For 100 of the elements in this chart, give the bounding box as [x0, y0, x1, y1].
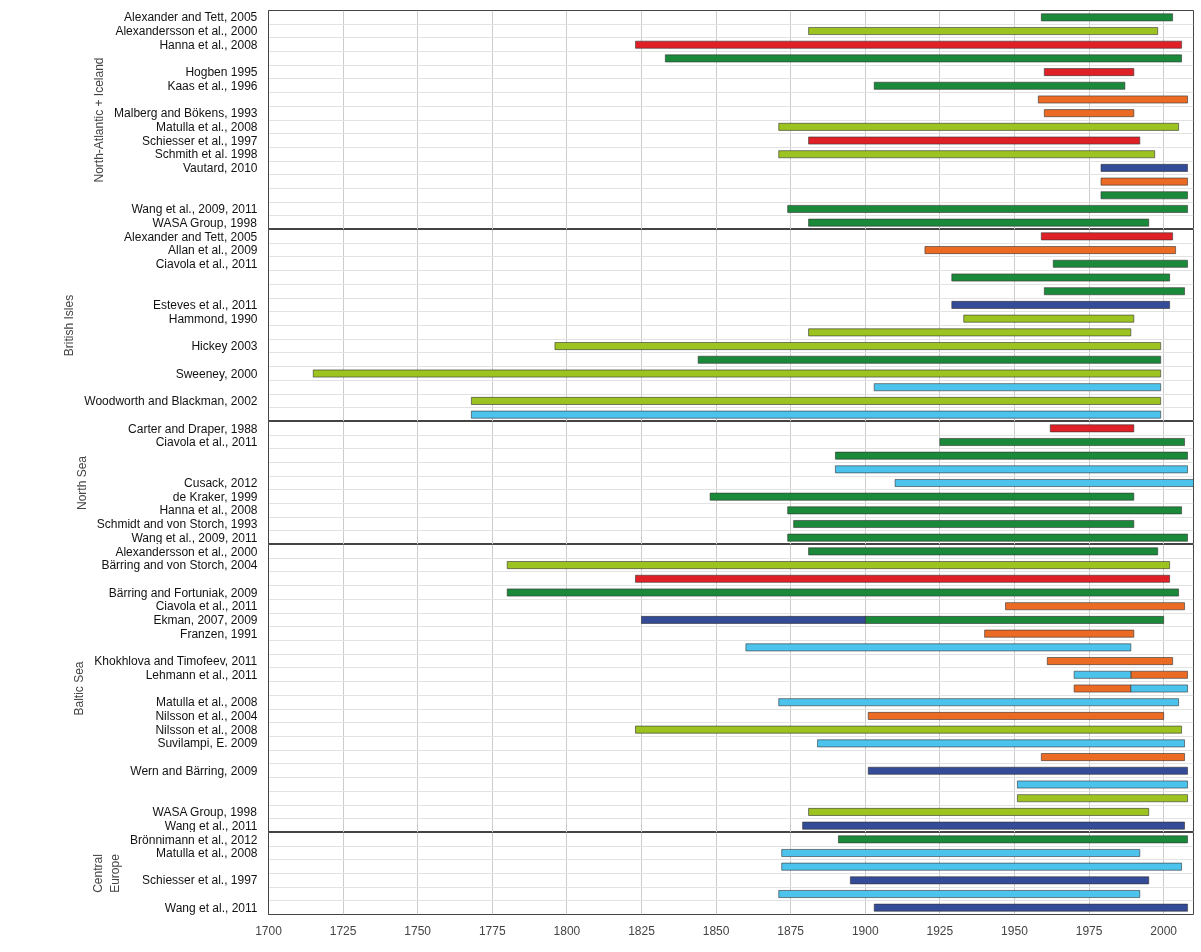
y-tick-label: Hogben 1995 [185, 65, 258, 80]
y-tick-label: Franzen, 1991 [180, 626, 258, 641]
bar [1005, 602, 1185, 611]
x-tick-label: 1900 [851, 923, 879, 938]
bar [778, 698, 1179, 707]
bar [873, 903, 1188, 912]
y-axis-title: British Isles [62, 294, 77, 357]
x-tick-label: 1700 [255, 923, 283, 938]
bar [1038, 95, 1188, 104]
x-tick-label: 1975 [1075, 923, 1103, 938]
x-tick-label: 1925 [926, 923, 954, 938]
y-tick-label: Hickey 2003 [191, 339, 258, 354]
bar [1100, 164, 1188, 172]
y-tick-label: Alexandersson et al., 2000 [115, 24, 258, 39]
bar [873, 383, 1161, 392]
y-tick-label: Hammond, 1990 [168, 311, 258, 326]
bar [808, 136, 1141, 145]
bar [963, 314, 1135, 323]
x-tick-label: 1950 [1001, 923, 1029, 938]
y-tick-label: Khokhlova and Timofeev, 2011 [94, 654, 258, 669]
y-tick-label: Sweeney, 2000 [175, 366, 258, 381]
y-tick-label: Allan et al., 2009 [168, 243, 258, 258]
bar [802, 821, 1185, 830]
y-tick-label: Schiesser et al., 1997 [142, 133, 258, 148]
x-tick-label: 2000 [1150, 923, 1178, 938]
y-tick-label: Wang et al., 2011 [164, 900, 258, 915]
y-tick-label: Matulla et al., 2008 [156, 846, 258, 860]
bar [1041, 753, 1185, 761]
bar [554, 342, 1161, 350]
y-tick-label: Alexandersson et al., 2000 [115, 544, 258, 559]
bar [835, 465, 1188, 474]
y-tick-label: WASA Group, 1998 [152, 215, 258, 230]
y-tick-label: Kaas et al., 1996 [167, 78, 258, 93]
bar [1041, 13, 1173, 22]
bar [312, 369, 1161, 378]
bar [1100, 177, 1188, 186]
x-tick-label: 1775 [478, 923, 506, 938]
y-tick-label: Schmith et al. 1998 [154, 147, 258, 162]
bar [781, 862, 1182, 871]
y-tick-label: WASA Group, 1998 [152, 804, 258, 819]
y-tick-label: Alexander and Tett, 2005 [124, 229, 258, 244]
bar [787, 506, 1182, 515]
y-tick-label: Malberg and Bökens, 1993 [114, 106, 258, 121]
y-tick-label: Ciavola et al., 2011 [155, 256, 258, 271]
bar [867, 766, 1188, 775]
y-tick-label: Wang et al., 2009, 2011 [131, 530, 258, 545]
y-tick-label: Matulla et al., 2008 [156, 119, 258, 134]
bar [808, 808, 1150, 816]
bar [1044, 68, 1135, 76]
bar [635, 40, 1182, 49]
y-tick-label: Ekman, 2007, 2009 [153, 612, 258, 627]
y-tick-label: Wang et al., 2011 [164, 818, 258, 833]
bar [1100, 191, 1188, 200]
bar [787, 205, 1188, 213]
y-axis-title: North Sea [74, 455, 89, 511]
y-tick-label: Wern and Bärring, 2009 [130, 763, 258, 778]
bar [867, 712, 1164, 720]
y-tick-label: Brönnimann et al., 2012 [130, 832, 258, 847]
bar [787, 533, 1188, 542]
bar [471, 410, 1161, 419]
y-tick-label: Bärring and Fortuniak, 2009 [108, 585, 258, 600]
bar [1044, 109, 1135, 118]
y-tick-label: Alexander and Tett, 2005 [124, 10, 258, 25]
y-tick-label: Woodworth and Blackman, 2002 [84, 393, 258, 408]
y-tick-label: Nilsson et al., 2004 [155, 708, 258, 723]
x-tick-label: 1725 [329, 923, 357, 938]
bar [951, 301, 1170, 309]
bar [635, 574, 1170, 583]
y-tick-label: Esteves et al., 2011 [152, 297, 258, 312]
bar [873, 81, 1126, 90]
bar [835, 451, 1188, 460]
bar [1041, 232, 1173, 241]
bar [709, 492, 1135, 501]
y-tick-label: Bärring and von Storch, 2004 [101, 558, 258, 573]
y-tick-label: Hanna et al., 2008 [159, 37, 258, 52]
y-axis-title: Central Europe [91, 853, 123, 893]
bar [1049, 424, 1135, 433]
x-tick-label: 1750 [404, 923, 432, 938]
bar [817, 739, 1185, 748]
y-tick-label: Carter and Draper, 1988 [128, 421, 258, 436]
bar [1044, 287, 1185, 296]
y-tick-label: Ciavola et al., 2011 [155, 435, 258, 449]
bar [924, 246, 1176, 254]
y-tick-label: Lehmann et al., 2011 [145, 667, 258, 682]
y-tick-label: Cusack, 2012 [184, 476, 258, 490]
bar [951, 273, 1170, 282]
x-tick-label: 1825 [628, 923, 656, 938]
y-tick-label: Schiesser et al., 1997 [142, 873, 258, 888]
x-tick-label: 1800 [553, 923, 581, 938]
y-tick-label: Ciavola et al., 2011 [155, 599, 258, 614]
y-tick-label: Matulla et al., 2008 [156, 695, 258, 710]
bar [808, 547, 1158, 556]
y-tick-label: Schmidt and von Storch, 1993 [96, 517, 258, 531]
bar [665, 54, 1182, 63]
y-tick-label: Wang et al., 2009, 2011 [131, 201, 258, 216]
bar [984, 629, 1135, 638]
x-tick-label: 1875 [777, 923, 805, 938]
x-tick-label: 1850 [702, 923, 730, 938]
y-axis-title: North-Atlantic + Iceland [92, 57, 107, 183]
bar [506, 588, 1179, 597]
